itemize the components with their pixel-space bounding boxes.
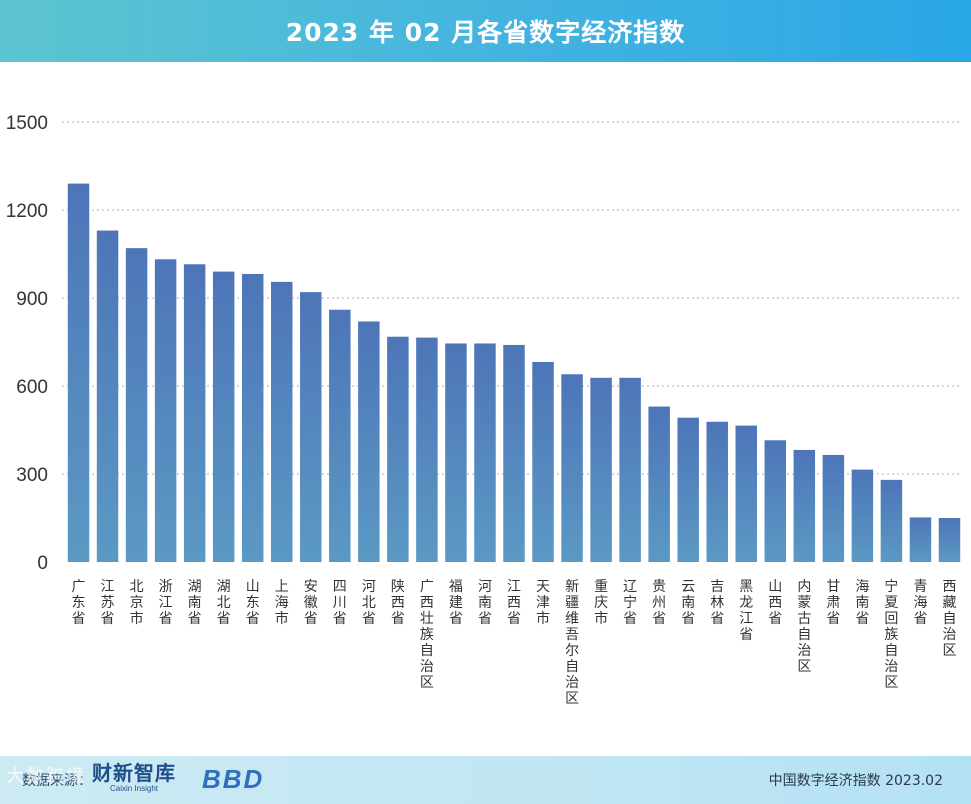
x-tick-label: 江西省	[507, 579, 521, 627]
bar-2	[125, 248, 148, 562]
x-tick-label: 甘肃省	[826, 579, 840, 627]
bar-25	[793, 449, 816, 562]
x-tick-label: 海南省	[855, 579, 869, 627]
bar-28	[880, 479, 903, 562]
bar-22	[706, 421, 728, 562]
x-tick-label: 河南省	[478, 579, 492, 627]
bar-1	[96, 230, 119, 563]
bar-16	[532, 361, 554, 562]
x-tick-label: 黑龙江省	[739, 579, 753, 643]
x-tick-label: 福建省	[449, 579, 463, 627]
x-tick-label: 吉林省	[710, 579, 724, 627]
caixin-insight-logo: 财新智库 Caixin Insight	[92, 762, 176, 798]
chart-title: 2023 年 02 月各省数字经济指数	[285, 18, 686, 47]
bar-5	[212, 271, 235, 562]
bar-17	[561, 374, 583, 562]
caixin-logo-text: 财新智库	[92, 761, 176, 785]
bar-10	[358, 321, 380, 562]
bar-26	[822, 454, 845, 562]
bar-15	[503, 344, 525, 562]
bar-27	[851, 469, 874, 562]
x-tick-label: 青海省	[913, 579, 927, 627]
x-tick-label: 内蒙古自治区	[797, 579, 811, 675]
bars	[67, 183, 961, 563]
bar-24	[764, 440, 787, 562]
x-tick-label: 陕西省	[391, 579, 405, 627]
x-tick-label: 广西壮族自治区	[420, 579, 434, 691]
y-tick-label: 300	[16, 465, 48, 486]
y-axis-ticks: 0 300 600 900 1200 1500	[6, 113, 48, 574]
bar-19	[619, 377, 641, 562]
y-tick-label: 1500	[6, 113, 48, 134]
x-tick-label: 天津市	[536, 579, 550, 627]
x-tick-label: 河北省	[362, 579, 376, 627]
bar-0	[67, 183, 90, 562]
footer: 数据来源： 财新智库 Caixin Insight BBD 中国数字经济指数 2…	[0, 756, 971, 804]
x-tick-label: 浙江省	[159, 579, 173, 627]
bar-18	[590, 377, 612, 562]
x-tick-label: 安徽省	[304, 579, 318, 627]
caixin-logo-subtext: Caixin Insight	[110, 784, 159, 793]
bar-9	[329, 309, 351, 562]
bar-14	[474, 343, 496, 562]
x-tick-label: 新疆维吾尔自治区	[565, 579, 579, 707]
x-tick-label: 山西省	[768, 579, 782, 627]
x-tick-label: 湖北省	[217, 579, 231, 627]
x-tick-label: 云南省	[681, 579, 695, 627]
x-tick-label: 广东省	[72, 579, 86, 627]
bar-11	[387, 336, 409, 562]
watermark: 大数跨境	[6, 766, 86, 787]
x-tick-label: 贵州省	[652, 579, 666, 627]
bar-13	[445, 343, 467, 562]
bar-3	[154, 259, 177, 562]
chart-header: 2023 年 02 月各省数字经济指数	[0, 0, 971, 62]
footer-caption: 中国数字经济指数 2023.02	[768, 773, 943, 789]
bar-chart: 0 300 600 900 1200 1500 广东省 江苏省 北京市 浙江省 湖南省 湖北省 山东省…	[6, 113, 962, 707]
x-tick-label: 江苏省	[101, 579, 115, 627]
x-tick-label: 上海市	[275, 579, 289, 627]
bar-8	[300, 292, 322, 562]
y-tick-label: 900	[16, 289, 48, 310]
bar-29	[909, 517, 932, 562]
bar-6	[241, 273, 264, 562]
x-tick-label: 重庆市	[594, 579, 608, 627]
bbd-logo: BBD	[202, 764, 265, 794]
bar-12	[416, 337, 438, 562]
bar-21	[677, 417, 699, 562]
x-tick-label: 宁夏回族自治区	[884, 578, 898, 691]
y-tick-label: 0	[37, 553, 48, 574]
x-axis-labels: 广东省 江苏省 北京市 浙江省 湖南省 湖北省 山东省 上海市 安徽省 四川省 河北省 陕西省 广西壮族…	[72, 578, 957, 707]
x-tick-label: 辽宁省	[623, 579, 637, 627]
bar-30	[938, 518, 961, 562]
x-tick-label: 湖南省	[188, 579, 202, 627]
x-tick-label: 西藏自治区	[942, 579, 956, 659]
y-tick-label: 1200	[6, 201, 48, 222]
bar-7	[271, 281, 293, 562]
y-tick-label: 600	[16, 377, 48, 398]
data-source-label: 数据来源：	[22, 773, 92, 789]
x-tick-label: 山东省	[246, 579, 260, 627]
bar-23	[735, 425, 757, 562]
x-tick-label: 北京市	[130, 579, 144, 627]
bar-20	[648, 406, 670, 562]
bar-4	[183, 264, 206, 562]
x-tick-label: 四川省	[333, 579, 347, 627]
